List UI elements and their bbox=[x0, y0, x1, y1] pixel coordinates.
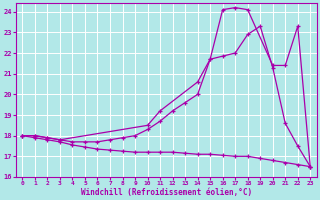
X-axis label: Windchill (Refroidissement éolien,°C): Windchill (Refroidissement éolien,°C) bbox=[81, 188, 252, 197]
